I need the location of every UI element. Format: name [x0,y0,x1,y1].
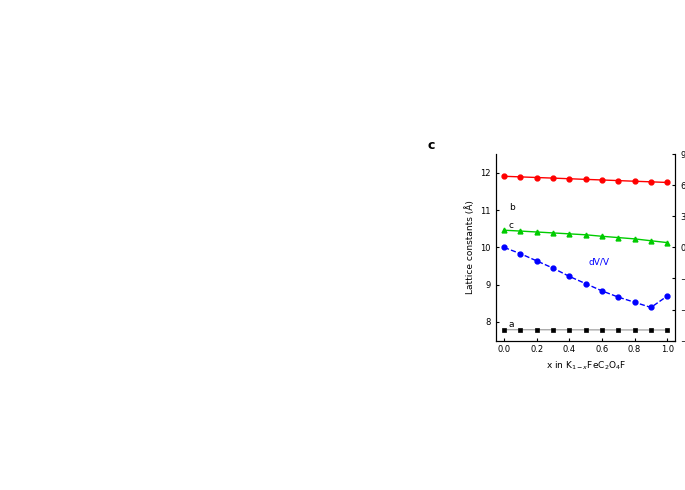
X-axis label: x in K$_{1-x}$FeC$_2$O$_4$F: x in K$_{1-x}$FeC$_2$O$_4$F [545,360,626,372]
Y-axis label: Lattice constants (Å): Lattice constants (Å) [465,200,475,294]
Text: b: b [509,203,514,212]
Text: c: c [509,221,514,230]
Text: dV/V: dV/V [589,257,610,266]
Text: c: c [427,140,435,152]
Text: a: a [509,320,514,329]
